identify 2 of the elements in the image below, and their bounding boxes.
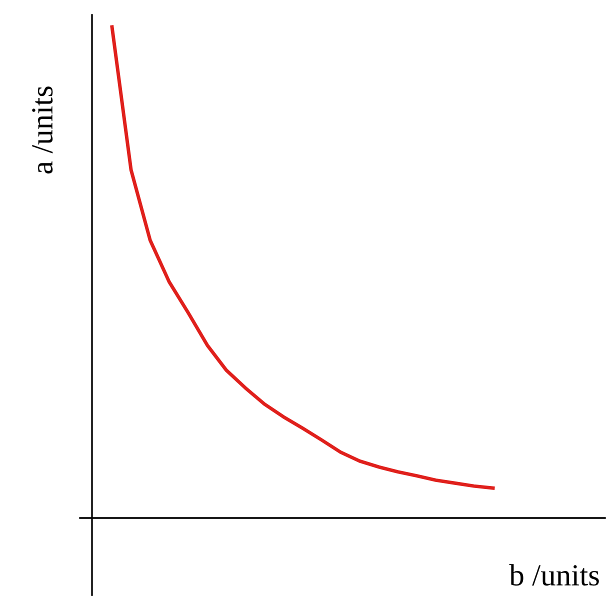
y-axis-title: a /units [32,86,53,174]
x-axis-title: b /units [509,564,599,586]
